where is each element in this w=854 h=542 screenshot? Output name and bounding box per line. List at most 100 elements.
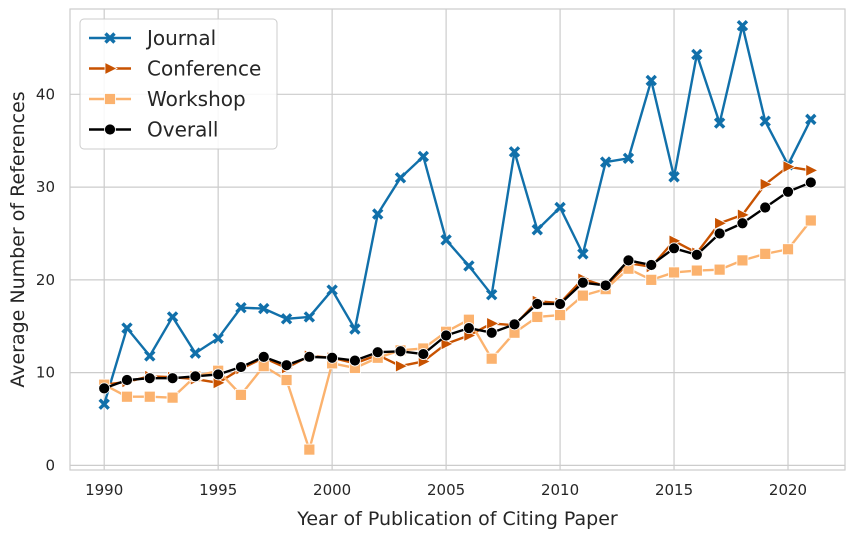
data-point-conference xyxy=(782,160,796,174)
legend-label-journal: Journal xyxy=(145,26,216,50)
data-point-overall xyxy=(782,185,794,198)
legend-marker-overall xyxy=(104,123,116,136)
data-point-workshop xyxy=(759,247,772,260)
data-point-overall xyxy=(668,242,680,255)
legend-label-overall: Overall xyxy=(147,118,218,142)
y-tick-label: 40 xyxy=(36,85,55,103)
series-line-workshop xyxy=(103,219,812,451)
data-point-journal xyxy=(759,115,771,127)
data-point-workshop xyxy=(690,264,703,277)
data-point-journal xyxy=(463,260,475,272)
data-point-overall xyxy=(257,350,270,363)
x-tick-label: 2000 xyxy=(313,481,351,499)
data-point-journal xyxy=(166,311,179,323)
data-point-overall xyxy=(235,361,247,373)
data-point-journal xyxy=(121,322,133,334)
x-tick-label: 1990 xyxy=(85,481,123,499)
data-point-workshop xyxy=(668,266,680,279)
data-point-workshop xyxy=(554,309,566,321)
data-point-overall xyxy=(166,372,179,385)
x-tick-label: 2020 xyxy=(769,481,807,499)
y-tick-label: 20 xyxy=(36,271,55,289)
data-point-workshop xyxy=(736,254,749,267)
data-point-overall xyxy=(576,276,589,289)
data-point-conference xyxy=(395,359,409,373)
data-point-journal xyxy=(258,302,270,315)
x-axis-label: Year of Publication of Citing Paper xyxy=(296,508,618,530)
data-point-overall xyxy=(349,354,361,367)
data-point-workshop xyxy=(782,243,794,256)
data-point-journal xyxy=(668,171,680,183)
legend-label-conference: Conference xyxy=(147,57,261,81)
y-axis-label: Average Number of References xyxy=(7,91,29,387)
data-point-workshop xyxy=(713,263,726,276)
data-point-journal xyxy=(508,146,521,158)
data-point-journal xyxy=(372,208,384,220)
data-point-overall xyxy=(326,351,339,364)
legend-item-conference: Conference xyxy=(89,57,261,81)
x-tick-label: 2010 xyxy=(541,481,579,499)
x-tick-label: 2005 xyxy=(427,481,465,499)
legend-box xyxy=(79,18,278,150)
data-point-journal xyxy=(531,224,543,236)
data-point-workshop xyxy=(645,273,658,286)
x-tick-label: 1995 xyxy=(199,481,237,499)
data-point-journal xyxy=(713,117,726,129)
data-point-workshop xyxy=(485,352,498,365)
y-tick-label: 30 xyxy=(36,178,55,196)
y-tick-label: 10 xyxy=(36,364,55,382)
data-point-overall xyxy=(713,227,726,240)
data-point-overall xyxy=(280,359,293,372)
data-point-journal xyxy=(303,311,316,323)
data-point-workshop xyxy=(531,311,544,323)
data-point-conference xyxy=(805,163,819,178)
data-point-journal xyxy=(805,113,817,126)
data-point-journal xyxy=(394,172,407,184)
data-point-conference xyxy=(714,216,728,230)
data-point-journal xyxy=(485,288,498,301)
data-point-journal xyxy=(645,74,657,87)
legend: Journal Conference Workshop Overall xyxy=(79,18,278,150)
data-point-overall xyxy=(804,176,817,189)
y-tick-label: 0 xyxy=(45,456,55,474)
data-point-overall xyxy=(121,374,133,386)
data-point-overall xyxy=(440,329,453,342)
data-point-overall xyxy=(189,370,202,383)
data-point-overall xyxy=(485,326,498,339)
data-point-overall xyxy=(599,279,612,292)
data-point-workshop xyxy=(121,390,133,403)
data-point-journal xyxy=(622,152,635,165)
data-point-workshop xyxy=(280,374,293,386)
data-point-workshop xyxy=(576,289,589,302)
data-point-journal xyxy=(280,313,293,325)
data-point-conference xyxy=(759,177,774,191)
data-point-workshop xyxy=(235,388,247,401)
series xyxy=(98,19,819,456)
data-point-journal xyxy=(691,48,703,61)
data-point-journal xyxy=(440,234,452,246)
data-point-journal xyxy=(189,347,202,359)
data-point-overall xyxy=(622,254,635,267)
data-point-journal xyxy=(212,332,224,344)
data-point-journal xyxy=(599,156,612,168)
data-point-overall xyxy=(417,348,430,360)
data-point-journal xyxy=(98,398,110,410)
tick-labels: 1990 1995 2000 2005 2010 2015 2020 0 10 20 30 40 xyxy=(36,85,807,499)
data-point-journal xyxy=(144,350,156,362)
legend-label-workshop: Workshop xyxy=(147,87,246,111)
legend-marker-conference xyxy=(104,61,118,76)
series-journal xyxy=(98,19,817,410)
data-point-journal xyxy=(349,323,361,335)
series-overall xyxy=(98,176,817,395)
data-point-overall xyxy=(394,345,407,358)
data-point-journal xyxy=(736,19,749,32)
data-point-journal xyxy=(554,201,566,214)
data-point-workshop xyxy=(143,390,156,403)
data-point-conference xyxy=(486,316,500,331)
legend-item-journal: Journal xyxy=(89,26,216,50)
legend-item-overall: Overall xyxy=(89,118,218,142)
legend-marker-workshop xyxy=(104,93,116,105)
data-point-overall xyxy=(371,346,384,359)
